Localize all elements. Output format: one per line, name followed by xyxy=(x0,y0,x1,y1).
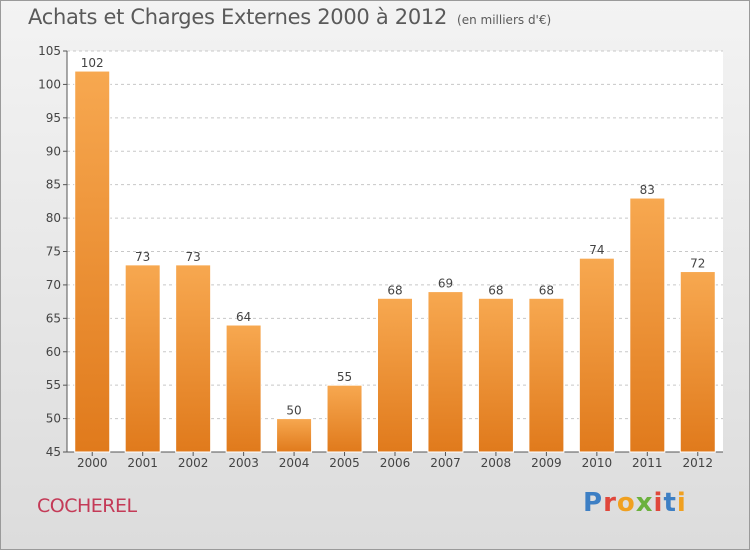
logo-letter: t xyxy=(663,488,677,518)
x-tick-label: 2005 xyxy=(329,456,360,470)
x-tick-label: 2001 xyxy=(127,456,158,470)
y-tick-label: 80 xyxy=(46,211,61,225)
unit-label: (en milliers d'€) xyxy=(457,13,552,27)
y-tick-label: 90 xyxy=(46,144,61,158)
commune-name: COCHEREL xyxy=(37,495,137,517)
logo-letter: i xyxy=(676,488,687,518)
data-label: 73 xyxy=(135,250,150,264)
x-tick-label: 2002 xyxy=(178,456,209,470)
data-label: 73 xyxy=(186,250,201,264)
data-label: 55 xyxy=(337,370,352,384)
x-tick-label: 2003 xyxy=(228,456,259,470)
data-label: 68 xyxy=(488,283,503,297)
bar-2000 xyxy=(74,70,111,453)
x-tick-label: 2007 xyxy=(430,456,461,470)
x-tick-label: 2011 xyxy=(632,456,663,470)
chart-title: Achats et Charges Externes 2000 à 2012 (e… xyxy=(28,5,551,29)
y-tick-label: 70 xyxy=(46,278,61,292)
data-label: 68 xyxy=(387,283,402,297)
bar-2012 xyxy=(679,271,716,453)
bar-2011 xyxy=(629,197,666,453)
bar-2006 xyxy=(377,297,413,453)
data-label: 102 xyxy=(81,56,104,70)
logo-letter: r xyxy=(603,488,617,518)
bar-2009 xyxy=(528,297,565,453)
logo-letter: o xyxy=(616,488,636,518)
x-tick-label: 2004 xyxy=(279,456,310,470)
x-tick-label: 2009 xyxy=(531,456,562,470)
y-tick-label: 100 xyxy=(38,77,61,91)
y-tick-label: 60 xyxy=(46,345,61,359)
logo-letter: x xyxy=(635,488,654,518)
x-tick-label: 2012 xyxy=(682,456,713,470)
y-tick-label: 95 xyxy=(46,111,61,125)
logo-letter: i xyxy=(653,488,664,518)
title-text: Achats et Charges Externes 2000 à 2012 xyxy=(28,5,448,29)
bar-2005 xyxy=(326,384,363,453)
bar-2003 xyxy=(225,324,262,453)
bar-2007 xyxy=(427,291,464,453)
bar-2004 xyxy=(276,418,313,453)
y-tick-label: 75 xyxy=(46,245,61,259)
data-label: 69 xyxy=(438,277,453,291)
bar-2010 xyxy=(578,257,615,453)
y-tick-label: 50 xyxy=(46,412,61,426)
y-tick-label: 45 xyxy=(46,445,61,459)
bar-2008 xyxy=(477,297,514,453)
bar-2001 xyxy=(124,264,161,453)
data-label: 68 xyxy=(539,283,554,297)
logo-letter: P xyxy=(583,488,604,518)
x-tick-label: 2008 xyxy=(481,456,512,470)
data-label: 83 xyxy=(640,183,655,197)
data-label: 50 xyxy=(286,404,301,418)
y-tick-label: 55 xyxy=(46,378,61,392)
proxiti-logo[interactable]: Proxiti xyxy=(583,488,687,518)
y-tick-label: 65 xyxy=(46,311,61,325)
data-label: 72 xyxy=(690,257,705,271)
x-tick-label: 2000 xyxy=(77,456,108,470)
data-label: 64 xyxy=(236,310,251,324)
y-tick-label: 85 xyxy=(46,178,61,192)
bar-2002 xyxy=(175,264,212,453)
x-tick-label: 2006 xyxy=(380,456,411,470)
data-label: 74 xyxy=(589,243,604,257)
x-tick-label: 2010 xyxy=(582,456,613,470)
y-tick-label: 105 xyxy=(38,44,61,58)
